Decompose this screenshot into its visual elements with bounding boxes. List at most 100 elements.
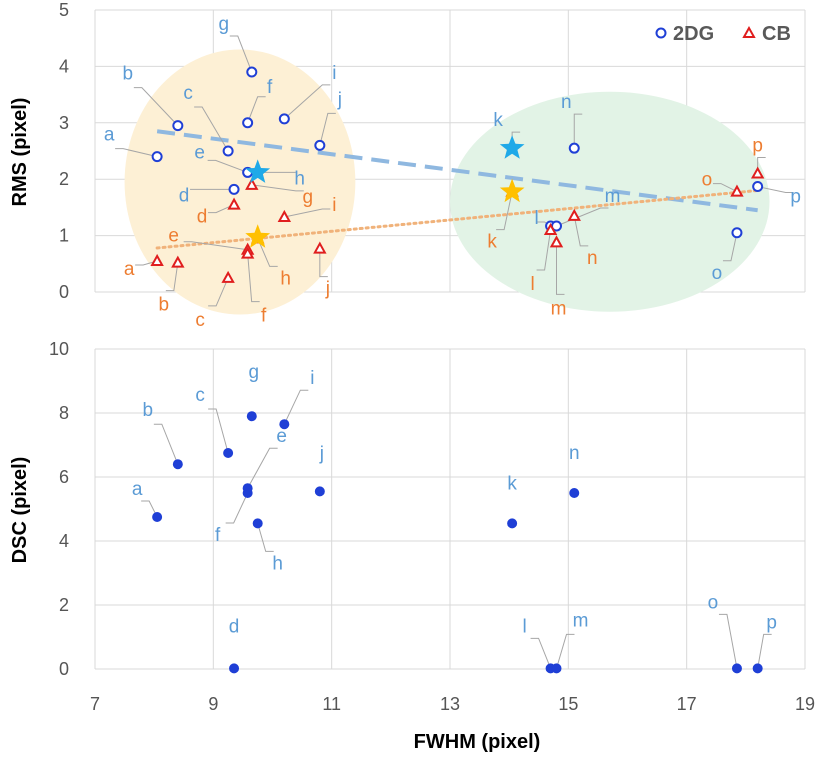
- rms-y-tick-5: 5: [59, 0, 69, 20]
- dsc-point-h: [252, 518, 263, 529]
- rms-y-tick-3: 3: [59, 113, 69, 133]
- dsc-label-d: d: [229, 616, 240, 637]
- legend-2dg-label: 2DG: [673, 23, 714, 45]
- point-2dg-b: [172, 120, 184, 132]
- point-2dg-i: [278, 113, 290, 125]
- label-cb-h: h: [280, 268, 291, 289]
- dsc-label-o: o: [708, 592, 719, 613]
- dsc-label-f: f: [215, 525, 221, 546]
- rms-label-connectors: [115, 35, 794, 307]
- dsc-point-k: [507, 518, 518, 529]
- dsc-connector-a: [141, 500, 158, 518]
- legend-2dg-circle-marker: [655, 27, 667, 39]
- label-2dg-h: h: [294, 168, 305, 189]
- dsc-y-tick-0: 0: [59, 659, 69, 679]
- dsc-connector-b: [153, 423, 179, 465]
- dsc-label-e: e: [276, 426, 287, 447]
- point-2dg-j: [314, 139, 326, 151]
- dsc-connector-e: [247, 447, 278, 489]
- label-cb-a: a: [124, 259, 135, 280]
- label-2dg-l: l: [534, 208, 538, 229]
- dsc-connector-m: [556, 633, 575, 669]
- connector-cb-l: [536, 229, 552, 271]
- cluster-ellipse-right: [450, 91, 770, 312]
- rms-points: [150, 66, 765, 283]
- connector-cb-k: [496, 191, 513, 231]
- point-cb-o: [730, 184, 744, 197]
- label-2dg-f: f: [267, 77, 273, 98]
- dsc-connector-i: [283, 389, 309, 425]
- dsc-point-b: [172, 459, 183, 470]
- dsc-label-c: c: [195, 385, 205, 406]
- connector-2dg-g: [229, 35, 253, 73]
- label-cb-k: k: [487, 232, 497, 253]
- connector-cb-j: [319, 248, 328, 278]
- connector-cb-d: [208, 204, 235, 214]
- point-2dg-d: [228, 183, 240, 195]
- x-tick-7: 7: [90, 694, 100, 714]
- point-cb-b: [171, 255, 185, 268]
- dsc-connector-o: [718, 613, 738, 669]
- point-2dg-a: [151, 151, 163, 163]
- dsc-label-m: m: [573, 610, 589, 631]
- label-cb-d: d: [197, 207, 208, 228]
- dsc-y-tick-8: 8: [59, 403, 69, 423]
- point-2dg-c: [222, 145, 234, 157]
- dsc-y-tick-4: 4: [59, 531, 69, 551]
- connector-2dg-p: [757, 186, 794, 194]
- dsc-y-tick-2: 2: [59, 595, 69, 615]
- dsc-point-m: [551, 663, 562, 674]
- dsc-point-labels: a b c d e f g h i j k l m n o p: [132, 362, 777, 637]
- point-cb-i: [277, 209, 292, 222]
- connector-cb-n: [573, 215, 589, 247]
- connector-2dg-f: [247, 96, 266, 123]
- centroid-star-2dg-right: [499, 135, 525, 159]
- dsc-points: [152, 411, 763, 674]
- dsc-label-k: k: [507, 473, 517, 494]
- point-cb-g: [245, 177, 259, 190]
- rms-y-tick-1: 1: [59, 226, 69, 246]
- cluster-ellipse-left: [124, 49, 356, 315]
- label-cb-f: f: [261, 306, 267, 327]
- dsc-point-c: [223, 448, 234, 458]
- x-tick-17: 17: [677, 694, 697, 714]
- dsc-point-a: [152, 512, 163, 522]
- label-2dg-d: d: [179, 185, 190, 206]
- dsc-label-l: l: [522, 616, 526, 637]
- connector-2dg-j: [319, 112, 336, 146]
- rms-legend: 2DG CB: [655, 23, 791, 45]
- dsc-point-f: [242, 488, 253, 498]
- connector-2dg-i: [283, 84, 331, 120]
- dsc-label-p: p: [766, 612, 777, 633]
- x-tick-9: 9: [208, 694, 218, 714]
- point-2dg-g: [246, 66, 258, 78]
- label-cb-n: n: [587, 248, 598, 269]
- label-cb-c: c: [195, 310, 205, 331]
- connector-cb-e: [183, 241, 248, 251]
- x-tick-13: 13: [440, 694, 460, 714]
- label-2dg-c: c: [183, 83, 193, 104]
- label-2dg-k: k: [493, 110, 503, 131]
- point-cb-p: [750, 166, 765, 179]
- rms-cluster-ellipses: [124, 49, 770, 315]
- point-cb-m: [549, 235, 564, 248]
- label-cb-p: p: [752, 136, 763, 157]
- label-cb-j: j: [325, 279, 330, 300]
- dsc-point-j: [314, 486, 325, 497]
- dsc-label-n: n: [569, 443, 580, 464]
- dsc-connector-p: [757, 633, 772, 669]
- rms-y-axis-title: RMS (pixel): [9, 98, 31, 207]
- label-cb-l: l: [530, 274, 534, 295]
- dsc-gridlines: [94, 348, 806, 670]
- connector-cb-g: [251, 184, 304, 192]
- point-2dg-p: [752, 181, 764, 193]
- point-cb-j: [313, 241, 327, 254]
- point-2dg-f: [242, 117, 254, 129]
- label-2dg-m: m: [605, 186, 621, 207]
- point-cb-d: [227, 197, 241, 210]
- dsc-y-tick-10: 10: [49, 339, 69, 359]
- point-cb-c: [221, 270, 235, 283]
- point-cb-f: [240, 246, 255, 259]
